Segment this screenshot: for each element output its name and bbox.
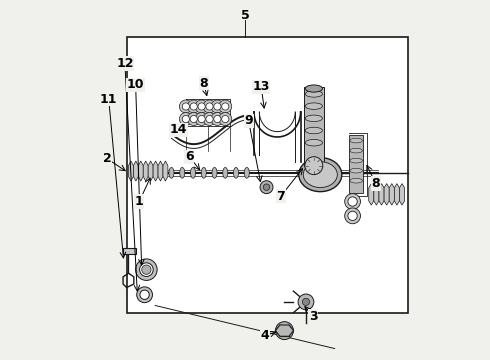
Ellipse shape (223, 167, 228, 178)
Circle shape (221, 116, 229, 123)
Polygon shape (158, 161, 163, 181)
Circle shape (140, 290, 149, 300)
Circle shape (280, 326, 289, 335)
Ellipse shape (169, 167, 174, 178)
Circle shape (190, 103, 197, 110)
Polygon shape (394, 184, 399, 205)
Ellipse shape (350, 168, 363, 173)
Text: 10: 10 (127, 78, 145, 91)
Circle shape (344, 208, 361, 224)
Circle shape (195, 100, 208, 113)
Circle shape (187, 113, 200, 126)
Text: 8: 8 (199, 77, 208, 90)
Bar (349, 135, 364, 193)
Circle shape (203, 100, 216, 113)
Ellipse shape (191, 167, 196, 178)
Circle shape (348, 211, 357, 221)
Circle shape (182, 116, 190, 123)
Ellipse shape (234, 167, 239, 178)
Circle shape (344, 194, 361, 210)
Circle shape (214, 103, 221, 110)
Text: 13: 13 (252, 80, 270, 93)
Polygon shape (128, 161, 133, 181)
Circle shape (221, 103, 229, 110)
Polygon shape (153, 161, 158, 181)
Polygon shape (148, 161, 153, 181)
Text: 1: 1 (135, 195, 144, 208)
Circle shape (179, 100, 192, 113)
Text: 3: 3 (309, 310, 318, 323)
Circle shape (198, 116, 205, 123)
Polygon shape (389, 184, 394, 205)
Ellipse shape (305, 91, 322, 97)
Polygon shape (123, 248, 136, 253)
Text: 11: 11 (100, 93, 118, 106)
Ellipse shape (350, 179, 363, 183)
Polygon shape (384, 184, 389, 205)
Polygon shape (143, 161, 148, 181)
Polygon shape (133, 161, 138, 181)
Text: 6: 6 (185, 150, 194, 163)
Ellipse shape (305, 127, 322, 134)
Text: 8: 8 (371, 177, 380, 190)
Ellipse shape (245, 167, 249, 178)
Circle shape (190, 116, 197, 123)
Bar (126, 37, 408, 313)
Circle shape (136, 259, 157, 280)
Polygon shape (163, 161, 168, 181)
Circle shape (214, 116, 221, 123)
Circle shape (211, 100, 224, 113)
Circle shape (305, 157, 323, 175)
Circle shape (179, 113, 192, 126)
Circle shape (206, 103, 213, 110)
Circle shape (140, 263, 153, 276)
Polygon shape (368, 184, 374, 205)
Bar (304, 87, 324, 166)
Text: 5: 5 (241, 9, 249, 22)
Circle shape (195, 113, 208, 126)
Circle shape (219, 113, 232, 126)
Circle shape (348, 197, 357, 206)
Text: 2: 2 (102, 152, 111, 165)
Ellipse shape (350, 148, 363, 153)
Polygon shape (379, 184, 384, 205)
Circle shape (187, 100, 200, 113)
Ellipse shape (350, 158, 363, 163)
Ellipse shape (305, 115, 322, 122)
Ellipse shape (201, 167, 206, 178)
Circle shape (298, 294, 314, 310)
Text: 12: 12 (116, 57, 134, 70)
Text: 4: 4 (260, 329, 269, 342)
Circle shape (203, 113, 216, 126)
Circle shape (302, 298, 310, 306)
Ellipse shape (180, 167, 185, 178)
Circle shape (137, 287, 152, 303)
Circle shape (142, 265, 151, 274)
Polygon shape (138, 161, 143, 181)
Polygon shape (275, 325, 294, 336)
Ellipse shape (212, 167, 217, 178)
Circle shape (219, 100, 232, 113)
Circle shape (260, 181, 273, 194)
Text: 14: 14 (170, 123, 187, 136)
Ellipse shape (305, 103, 322, 109)
Text: 9: 9 (245, 114, 253, 127)
Circle shape (275, 321, 294, 339)
Ellipse shape (305, 139, 322, 146)
Circle shape (263, 184, 270, 190)
Ellipse shape (305, 85, 322, 92)
Circle shape (211, 113, 224, 126)
Polygon shape (399, 184, 405, 205)
Ellipse shape (299, 158, 342, 192)
Polygon shape (374, 184, 379, 205)
Circle shape (182, 103, 190, 110)
Circle shape (206, 116, 213, 123)
Circle shape (198, 103, 205, 110)
Ellipse shape (350, 138, 363, 143)
Text: 7: 7 (276, 190, 285, 203)
Ellipse shape (303, 162, 337, 188)
